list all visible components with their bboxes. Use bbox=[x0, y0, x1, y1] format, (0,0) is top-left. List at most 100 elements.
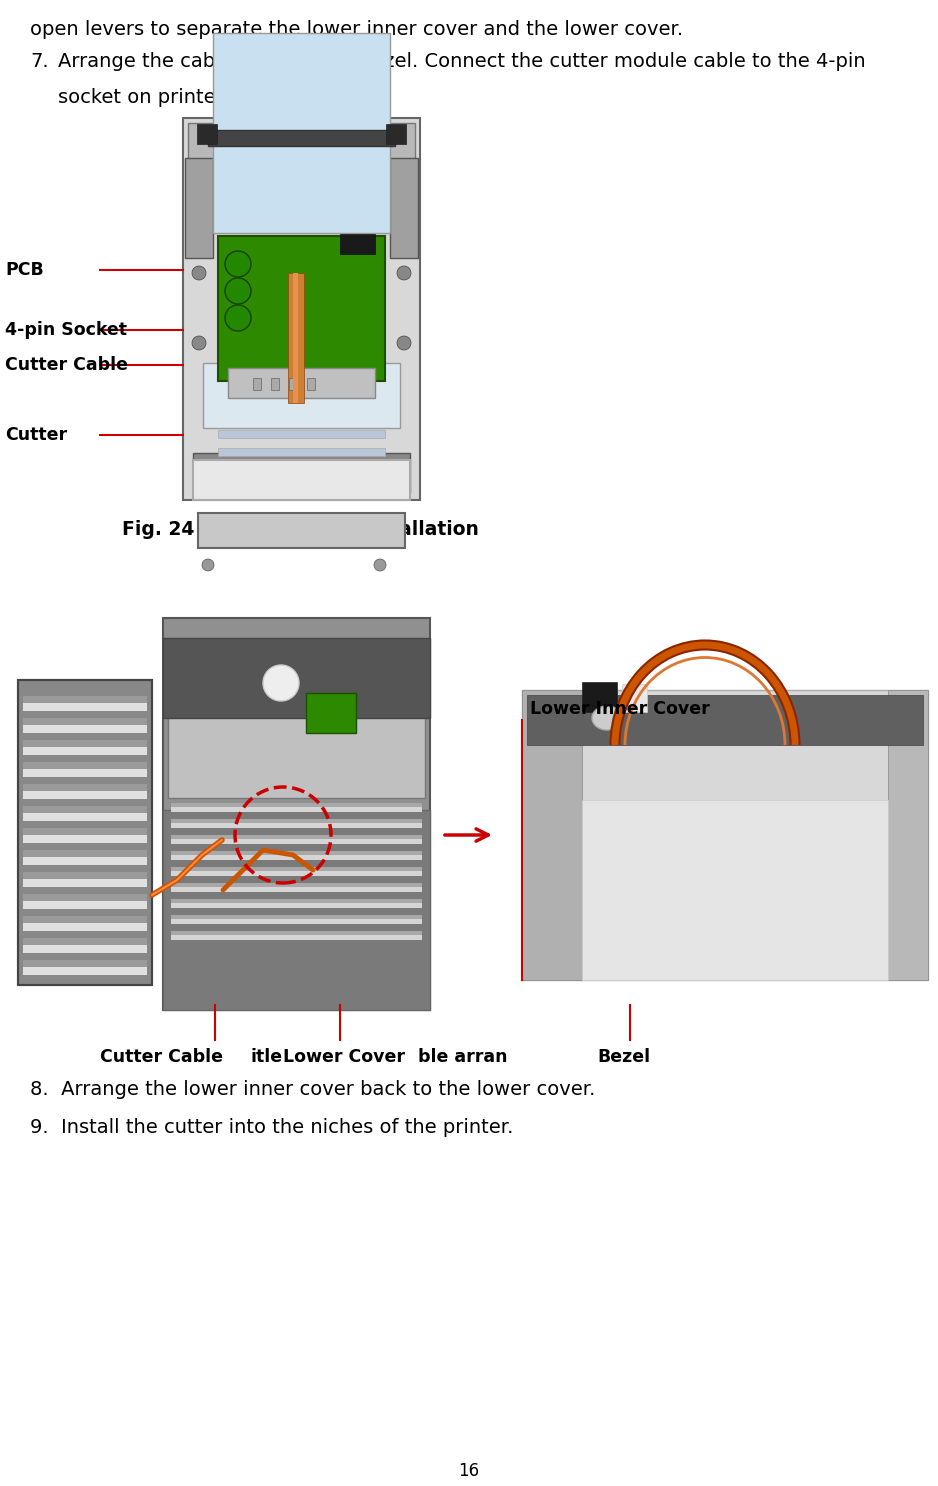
Circle shape bbox=[225, 278, 251, 305]
Bar bbox=[23, 724, 147, 733]
Bar bbox=[171, 868, 422, 877]
Bar bbox=[171, 899, 422, 903]
Bar bbox=[171, 819, 422, 823]
Bar bbox=[23, 938, 147, 945]
Bar bbox=[23, 805, 147, 813]
Bar bbox=[218, 236, 385, 380]
Bar bbox=[185, 158, 213, 259]
Bar bbox=[197, 123, 217, 144]
Bar bbox=[582, 682, 617, 712]
Bar bbox=[23, 872, 147, 880]
Bar bbox=[171, 866, 422, 871]
Bar bbox=[171, 932, 422, 941]
Circle shape bbox=[225, 251, 251, 276]
Bar bbox=[171, 802, 422, 807]
Circle shape bbox=[192, 336, 206, 351]
Bar bbox=[390, 158, 418, 259]
Bar bbox=[193, 453, 410, 493]
Text: Lower Inner Cover: Lower Inner Cover bbox=[530, 700, 710, 718]
Bar bbox=[18, 681, 152, 985]
Text: Cutter: Cutter bbox=[5, 426, 68, 444]
Bar bbox=[23, 744, 147, 755]
Text: Bezel: Bezel bbox=[597, 1048, 650, 1065]
Bar bbox=[306, 692, 356, 733]
Bar bbox=[522, 690, 582, 979]
Bar bbox=[163, 618, 430, 1010]
Bar bbox=[23, 762, 147, 768]
Bar bbox=[23, 789, 147, 799]
Bar bbox=[23, 740, 147, 747]
Bar bbox=[23, 834, 147, 843]
Bar bbox=[163, 637, 430, 718]
Text: socket on printer PCB.: socket on printer PCB. bbox=[58, 88, 275, 107]
Text: open levers to separate the lower inner cover and the lower cover.: open levers to separate the lower inner … bbox=[30, 19, 683, 39]
Bar bbox=[218, 429, 385, 438]
Bar bbox=[622, 684, 647, 712]
Bar bbox=[23, 877, 147, 887]
Bar bbox=[23, 921, 147, 932]
Bar bbox=[289, 377, 297, 389]
Bar bbox=[171, 820, 422, 828]
Bar bbox=[173, 853, 420, 908]
Bar bbox=[183, 117, 420, 499]
Circle shape bbox=[397, 266, 411, 279]
Text: Lower Cover: Lower Cover bbox=[283, 1048, 405, 1065]
Bar bbox=[171, 901, 422, 908]
Text: itle: itle bbox=[250, 1048, 282, 1065]
Bar bbox=[23, 695, 147, 703]
Bar bbox=[18, 681, 152, 985]
Bar bbox=[213, 33, 390, 233]
Text: 9.  Install the cutter into the niches of the printer.: 9. Install the cutter into the niches of… bbox=[30, 1117, 513, 1137]
Bar bbox=[168, 669, 425, 798]
Bar bbox=[23, 960, 147, 967]
Bar bbox=[203, 363, 400, 428]
Text: 16: 16 bbox=[459, 1462, 479, 1480]
Circle shape bbox=[192, 266, 206, 279]
Bar bbox=[23, 785, 147, 791]
Circle shape bbox=[263, 666, 299, 701]
Text: 4-pin Socket: 4-pin Socket bbox=[5, 321, 127, 339]
Bar bbox=[271, 377, 279, 389]
Bar bbox=[23, 701, 147, 710]
Bar bbox=[23, 854, 147, 865]
Bar bbox=[23, 944, 147, 953]
Bar bbox=[582, 799, 888, 979]
Bar bbox=[23, 767, 147, 777]
Bar bbox=[171, 851, 422, 860]
Circle shape bbox=[202, 559, 214, 571]
Bar bbox=[218, 447, 385, 456]
Bar bbox=[171, 915, 422, 924]
Text: Arrange the cable through the bezel. Connect the cutter module cable to the 4-pi: Arrange the cable through the bezel. Con… bbox=[58, 52, 866, 71]
Bar bbox=[228, 369, 375, 398]
Bar bbox=[23, 964, 147, 975]
Bar bbox=[171, 851, 422, 854]
Text: 8.  Arrange the lower inner cover back to the lower cover.: 8. Arrange the lower inner cover back to… bbox=[30, 1080, 596, 1100]
Bar bbox=[171, 883, 422, 887]
Bar bbox=[171, 932, 422, 935]
Bar bbox=[386, 123, 406, 144]
Bar bbox=[163, 810, 430, 1010]
Bar bbox=[23, 850, 147, 857]
Bar bbox=[193, 461, 410, 499]
Ellipse shape bbox=[592, 706, 622, 730]
Bar bbox=[23, 828, 147, 835]
Bar bbox=[23, 811, 147, 820]
Bar bbox=[23, 915, 147, 923]
Bar bbox=[198, 513, 405, 548]
Bar bbox=[522, 690, 928, 979]
Bar bbox=[218, 467, 385, 474]
Bar bbox=[171, 837, 422, 844]
Bar bbox=[527, 695, 923, 744]
Bar bbox=[288, 273, 304, 403]
Text: 7.: 7. bbox=[30, 52, 49, 71]
Text: Fig. 24 Cutter module installation: Fig. 24 Cutter module installation bbox=[122, 520, 478, 539]
Bar bbox=[23, 895, 147, 901]
Bar bbox=[23, 899, 147, 909]
Text: Cutter Cable: Cutter Cable bbox=[100, 1048, 223, 1065]
Bar bbox=[253, 377, 261, 389]
Bar bbox=[208, 129, 395, 146]
Bar bbox=[171, 804, 422, 811]
Bar bbox=[23, 718, 147, 725]
Circle shape bbox=[225, 305, 251, 331]
Bar bbox=[307, 377, 315, 389]
